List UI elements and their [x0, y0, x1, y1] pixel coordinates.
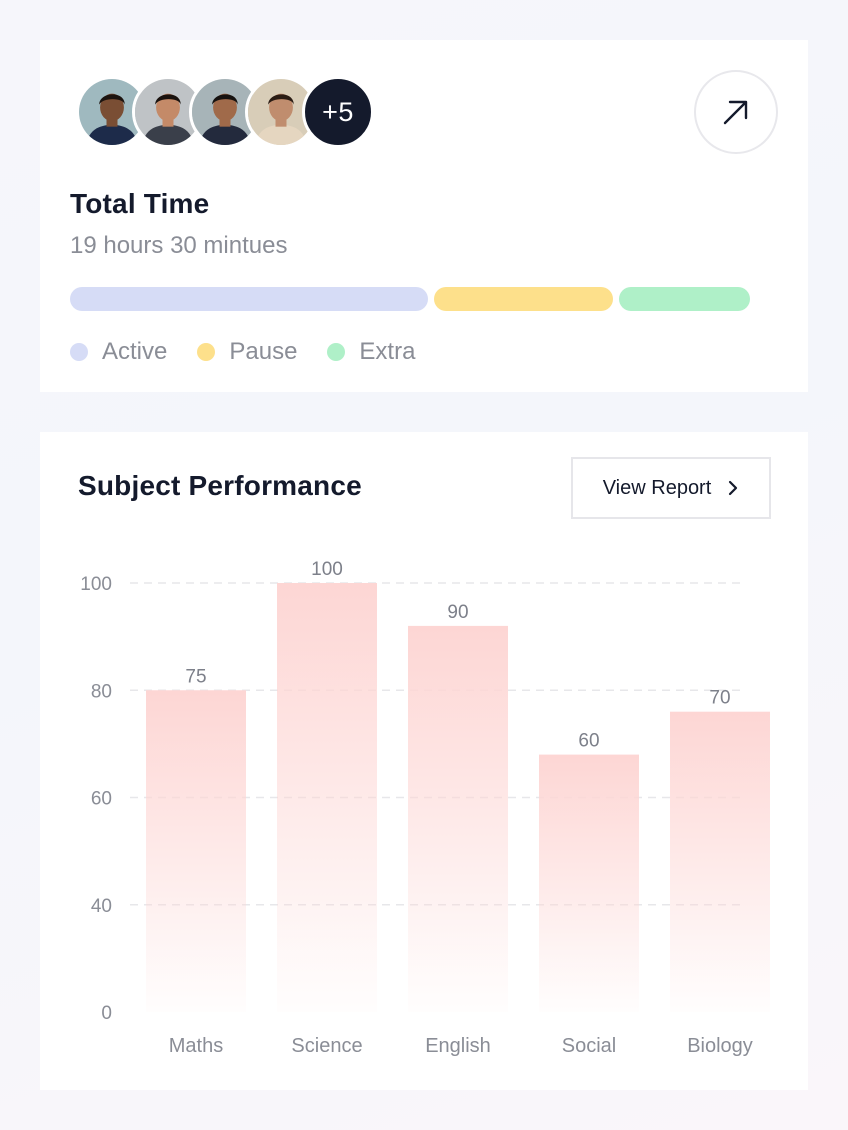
legend-item-pause: Pause [197, 338, 297, 366]
view-report-label: View Report [602, 476, 712, 499]
x-category-label: Science [291, 1035, 362, 1057]
legend-dot-icon [197, 343, 216, 361]
legend-label: Active [102, 338, 168, 365]
bar-value-label: 75 [185, 666, 206, 687]
open-details-button[interactable] [694, 70, 778, 154]
bar-maths[interactable] [146, 690, 246, 1012]
subject-performance-chart: 100 80 60 40 0 75 100 90 60 70 Maths Science Engli… [80, 559, 770, 1057]
more-members-badge[interactable]: +5 [302, 76, 374, 148]
x-category-label: Maths [169, 1035, 223, 1057]
y-tick-label: 0 [101, 1003, 112, 1024]
y-tick-label: 80 [91, 681, 112, 702]
chevron-right-icon [729, 480, 738, 496]
bar-value-label: 100 [311, 559, 343, 580]
legend: Active Pause Extra [70, 338, 415, 366]
x-category-label: Social [562, 1035, 616, 1057]
legend-item-active: Active [70, 338, 167, 366]
bar-social[interactable] [539, 754, 639, 1012]
y-tick-label: 40 [91, 896, 112, 917]
legend-item-extra: Extra [327, 338, 415, 366]
avatar-portrait-icon [248, 79, 314, 145]
view-report-button[interactable]: View Report [571, 457, 771, 519]
bar-biology[interactable] [670, 711, 770, 1012]
legend-label: Pause [229, 338, 298, 365]
time-distribution-bar [70, 287, 750, 311]
x-category-label: English [425, 1035, 491, 1057]
bar-value-label: 90 [447, 602, 468, 623]
y-tick-label: 60 [91, 789, 112, 810]
card-title: Total Time [70, 188, 210, 219]
bar-value-label: 70 [709, 688, 730, 709]
arrow-up-right-icon [723, 100, 748, 125]
progress-segment-extra [619, 287, 750, 311]
subject-performance-card: Subject Performance View Report 100 80 60 4… [40, 432, 808, 1090]
total-time-card: +5 Total Time 19 hours 30 mintues Active… [40, 40, 808, 392]
y-tick-label: 100 [80, 574, 112, 595]
avatar-group[interactable]: +5 [76, 76, 396, 148]
total-time-value: 19 hours 30 mintues [70, 232, 288, 259]
progress-segment-active [70, 287, 428, 311]
legend-dot-icon [70, 343, 88, 361]
x-category-label: Biology [687, 1035, 753, 1057]
bar-english[interactable] [408, 625, 508, 1012]
legend-label: Extra [359, 338, 416, 365]
bar-value-label: 60 [578, 731, 599, 752]
bar-science[interactable] [277, 583, 377, 1012]
legend-dot-icon [327, 343, 346, 361]
progress-segment-pause [434, 287, 613, 311]
card-title: Subject Performance [78, 470, 362, 501]
